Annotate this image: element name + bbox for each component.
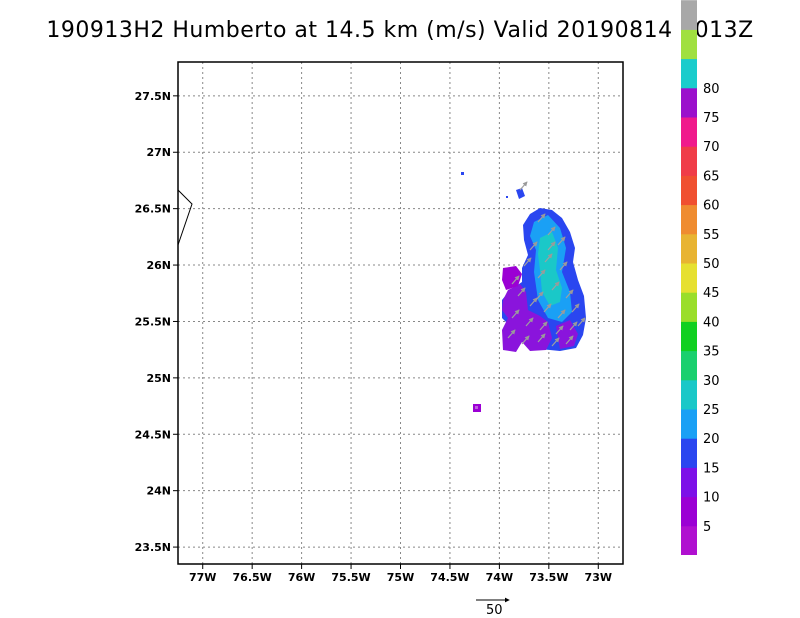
wind-vector-arrow-icon bbox=[525, 317, 534, 327]
colorbar-segment bbox=[681, 438, 697, 468]
wind-vector-arrow-icon bbox=[511, 309, 520, 319]
wind-vector-arrow-icon bbox=[511, 275, 520, 285]
colorbar-segment bbox=[681, 379, 697, 410]
field-pixel bbox=[461, 172, 464, 175]
wind-vector-arrow-icon bbox=[565, 335, 574, 345]
colorbar-segment bbox=[681, 525, 697, 555]
colorbar-segment bbox=[681, 204, 697, 235]
colorbar-label: 15 bbox=[703, 461, 720, 476]
wind-vector-arrow-icon bbox=[537, 213, 546, 223]
wind-vector-arrow-icon bbox=[537, 269, 546, 279]
colorbar-segment bbox=[681, 175, 697, 206]
colorbar-label: 80 bbox=[703, 82, 720, 97]
colorbar-segment bbox=[681, 467, 697, 498]
colorbar-label: 45 bbox=[703, 286, 720, 301]
lon-tick-label: 73.5W bbox=[529, 571, 568, 584]
field-region-violet bbox=[502, 266, 522, 290]
lat-tick-label: 26N bbox=[146, 259, 171, 272]
colorbar-label: 70 bbox=[703, 140, 720, 155]
lat-tick-label: 24N bbox=[146, 485, 171, 498]
colorbar-segment bbox=[681, 292, 697, 322]
wind-vector-arrow-icon bbox=[577, 317, 586, 327]
longitude-ticks: 77W 76.5W 76W 75.5W 75W 74.5W 74W 73.5W 73W bbox=[189, 564, 612, 584]
colorbar-label: 20 bbox=[703, 432, 720, 447]
wind-vector-arrow-icon bbox=[551, 281, 560, 291]
wind-vectors bbox=[507, 181, 586, 347]
colorbar-label: 60 bbox=[703, 199, 720, 214]
colorbar-label: 55 bbox=[703, 228, 720, 243]
colorbar-label: 10 bbox=[703, 491, 720, 506]
lon-tick-label: 73W bbox=[585, 571, 612, 584]
lat-tick-label: 23.5N bbox=[135, 541, 171, 554]
colorbar-segment bbox=[681, 117, 697, 147]
colorbar-label: 75 bbox=[703, 111, 720, 126]
wind-vector-arrow-icon bbox=[529, 241, 538, 251]
colorbar-label: 50 bbox=[703, 257, 720, 272]
lat-tick-label: 27.5N bbox=[135, 90, 171, 103]
wind-vector-arrow-icon bbox=[565, 289, 574, 299]
colorbar-segment bbox=[681, 263, 697, 293]
lat-tick-label: 25.5N bbox=[135, 315, 171, 328]
colorbar-label: 65 bbox=[703, 169, 720, 184]
lon-tick-label: 77W bbox=[189, 571, 216, 584]
wind-vector-arrow-icon bbox=[537, 333, 546, 343]
colorbar-segment bbox=[681, 496, 697, 527]
lon-tick-label: 76W bbox=[288, 571, 315, 584]
wind-vector-arrow-icon bbox=[507, 329, 516, 339]
wind-vector-arrow-icon bbox=[517, 287, 526, 297]
wind-speed-field bbox=[461, 172, 586, 412]
coastline bbox=[177, 189, 193, 246]
lat-tick-label: 26.5N bbox=[135, 203, 171, 216]
colorbar-label: 35 bbox=[703, 345, 720, 360]
field-pixel bbox=[506, 196, 508, 198]
lat-tick-label: 24.5N bbox=[135, 428, 171, 441]
wind-vector-arrow-icon bbox=[547, 226, 556, 236]
colorbar-segment bbox=[681, 409, 697, 439]
lon-tick-label: 75.5W bbox=[331, 571, 370, 584]
colorbar-label: 5 bbox=[703, 520, 711, 535]
colorbar-label: 30 bbox=[703, 374, 720, 389]
wind-vector-arrow-icon bbox=[521, 335, 530, 345]
wind-vector-arrow-icon bbox=[523, 257, 532, 267]
wind-vector-arrow-icon bbox=[535, 291, 544, 301]
latitude-ticks: 23.5N 24N 24.5N 25N 25.5N 26N 26.5N 27N 27.5N bbox=[135, 90, 178, 554]
field-region-blue-spur bbox=[516, 188, 525, 199]
wind-vector-arrow-icon bbox=[539, 321, 548, 331]
lon-tick-label: 74.5W bbox=[430, 571, 469, 584]
lat-tick-label: 25N bbox=[146, 372, 171, 385]
colorbar-segment bbox=[681, 58, 697, 89]
reference-vector: 50 bbox=[476, 597, 510, 618]
field-region-purple bbox=[502, 284, 552, 352]
colorbar-segment bbox=[681, 321, 697, 352]
colorbar-label: 25 bbox=[703, 403, 720, 418]
wind-vector-arrow-icon bbox=[551, 337, 560, 347]
colorbar-segment bbox=[681, 146, 697, 176]
colorbar-segment bbox=[681, 350, 697, 381]
wind-vector-arrow-icon bbox=[557, 309, 566, 319]
lon-tick-label: 76.5W bbox=[233, 571, 272, 584]
colorbar-segment bbox=[681, 87, 697, 118]
wind-vector-arrow-icon bbox=[569, 321, 578, 331]
wind-vector-arrow-icon bbox=[547, 241, 556, 251]
lon-tick-label: 74W bbox=[486, 571, 513, 584]
wind-vector-arrow-icon bbox=[544, 253, 553, 263]
field-region-cyan bbox=[538, 232, 562, 306]
wind-vector-arrow-icon bbox=[519, 181, 528, 191]
lon-tick-label: 75W bbox=[387, 571, 414, 584]
wind-vector-arrow-icon bbox=[571, 303, 580, 313]
lat-tick-label: 27N bbox=[146, 146, 171, 159]
colorbar: 5 10 15 20 25 30 35 40 45 50 55 60 65 70 75 80 bbox=[681, 0, 720, 555]
wind-vector-arrow-icon bbox=[543, 303, 552, 313]
wind-vector-arrow-icon bbox=[559, 261, 568, 271]
wind-vector-arrow-icon bbox=[557, 236, 566, 246]
reference-vector-label: 50 bbox=[486, 603, 503, 618]
colorbar-segment bbox=[681, 29, 697, 60]
wind-vector-arrow-icon bbox=[555, 325, 564, 335]
field-pixel-isolated bbox=[475, 406, 478, 409]
colorbar-segment bbox=[681, 233, 697, 264]
colorbar-label: 40 bbox=[703, 315, 720, 330]
colorbar-segment bbox=[681, 0, 697, 30]
chart-title: 190913H2 Humberto at 14.5 km (m/s) Valid… bbox=[46, 18, 754, 43]
